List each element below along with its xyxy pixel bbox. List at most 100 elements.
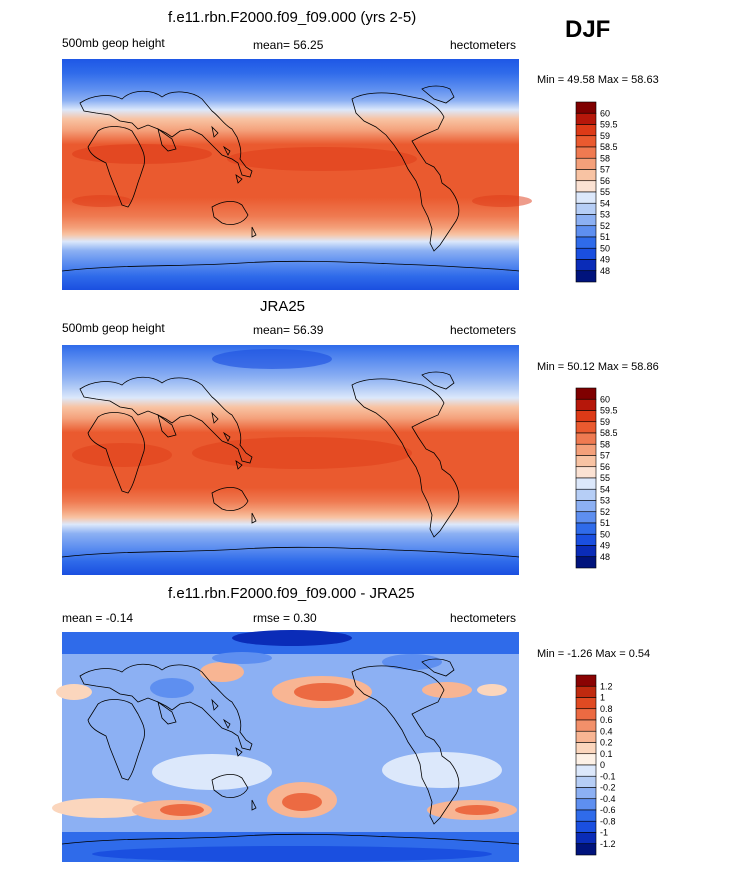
colorbar-label: 59.5 <box>600 406 618 416</box>
colorbar-label: 0.8 <box>600 704 613 714</box>
panel-2-map <box>61 345 520 575</box>
colorbar-swatch <box>575 556 597 569</box>
panel-1-warm-blob <box>227 147 417 171</box>
colorbar-swatch <box>575 488 597 501</box>
colorbar-swatch <box>575 191 597 204</box>
panel-1-map <box>61 59 532 290</box>
panel-2-mean-label: mean= 56.39 <box>253 323 324 337</box>
colorbar-swatch <box>575 124 597 137</box>
panel-2-title: JRA25 <box>260 298 306 315</box>
colorbar-label: 0.2 <box>600 738 613 748</box>
panel-2-min-max: Min = 50.12 Max = 58.86 <box>537 361 659 373</box>
colorbar-swatch <box>575 135 597 148</box>
colorbar-label: 51 <box>600 518 610 528</box>
panel-3-field <box>62 632 519 862</box>
colorbar-swatch <box>575 798 597 811</box>
colorbar-swatch <box>575 101 597 114</box>
panel-3-min-max: Min = -1.26 Max = 0.54 <box>537 648 651 660</box>
panel-3-units-label: hectometers <box>450 611 517 625</box>
colorbar-swatch <box>575 775 597 788</box>
colorbar-label: 50 <box>600 243 610 253</box>
panel-3-warm-blob <box>455 805 499 815</box>
panel-3-warm-blob <box>282 793 322 811</box>
colorbar-swatch <box>575 753 597 766</box>
colorbar-label: 54 <box>600 198 610 208</box>
colorbar-label: 53 <box>600 210 610 220</box>
colorbar-label: -1 <box>600 828 608 838</box>
colorbar-label: 58 <box>600 153 610 163</box>
colorbar-label: 1.2 <box>600 681 613 691</box>
panel-3-warm-blob <box>200 662 244 682</box>
season-label: DJF <box>565 16 611 43</box>
colorbar-swatch <box>575 477 597 490</box>
colorbar-swatch <box>575 455 597 468</box>
colorbar-label: 0.1 <box>600 749 613 759</box>
colorbar-label: 1 <box>600 693 605 703</box>
colorbar-label: 50 <box>600 529 610 539</box>
colorbar-swatch <box>575 742 597 755</box>
colorbar-swatch <box>575 832 597 845</box>
colorbar-label: 0.6 <box>600 715 613 725</box>
colorbar-swatch <box>575 410 597 423</box>
panel-3-cold-blob <box>92 846 492 862</box>
colorbar-label: -0.6 <box>600 805 616 815</box>
colorbar-swatch <box>575 685 597 698</box>
panel-1-units-label: hectometers <box>450 38 517 52</box>
colorbar-swatch <box>575 180 597 193</box>
colorbar-swatch <box>575 146 597 159</box>
colorbar-swatch <box>575 730 597 743</box>
panel-2-units-label: hectometers <box>450 323 517 337</box>
colorbar-swatch <box>575 112 597 125</box>
colorbar-label: 59 <box>600 417 610 427</box>
colorbar-swatch <box>575 500 597 513</box>
panel-3-warm-blob <box>422 682 472 698</box>
colorbar-swatch <box>575 764 597 777</box>
panel-3-warm-blob <box>52 798 152 818</box>
colorbar-swatch <box>575 421 597 434</box>
panel-2-warm-blob <box>192 437 412 469</box>
colorbar-swatch <box>575 259 597 272</box>
panel-3-colorbar: 1.2 10.80.60.4 0.20.10-0.1 -0.2-0.4-0.6-0.8… <box>575 674 616 856</box>
colorbar-label: 49 <box>600 541 610 551</box>
panel-3-neutral-blob <box>382 752 502 788</box>
colorbar-label: 59 <box>600 131 610 141</box>
colorbar-label: -0.1 <box>600 771 616 781</box>
colorbar-label: 56 <box>600 462 610 472</box>
colorbar-label: 48 <box>600 266 610 276</box>
colorbar-label: 57 <box>600 451 610 461</box>
panel-3-map <box>52 630 520 862</box>
panel-1-field <box>62 59 519 290</box>
panel-2-coastlines <box>61 371 520 558</box>
panel-3-neutral-blob <box>152 754 272 790</box>
panel-3-title: f.e11.rbn.F2000.f09_f09.000 - JRA25 <box>168 585 415 602</box>
colorbar-label: 51 <box>600 232 610 242</box>
colorbar-label: 60 <box>600 108 610 118</box>
panel-3-mean-label: mean = -0.14 <box>62 611 134 625</box>
panel-2-cold-blob <box>212 349 332 369</box>
colorbar-label: 49 <box>600 255 610 265</box>
colorbar-swatch <box>575 674 597 687</box>
colorbar-label: 0.4 <box>600 726 613 736</box>
panel-2-warm-blob <box>72 443 172 467</box>
colorbar-label: 54 <box>600 484 610 494</box>
colorbar-swatch <box>575 522 597 535</box>
panel-2-field <box>62 345 519 575</box>
colorbar-label: 52 <box>600 221 610 231</box>
panel-2-variable-label: 500mb geop height <box>62 321 165 335</box>
colorbar-label: 56 <box>600 176 610 186</box>
panel-3-coastlines <box>61 658 520 845</box>
colorbar-swatch <box>575 387 597 400</box>
colorbar-label: 52 <box>600 507 610 517</box>
colorbar-label: -0.2 <box>600 783 616 793</box>
panel-3-cold-blob <box>150 678 194 698</box>
colorbar-label: 57 <box>600 165 610 175</box>
colorbar-swatch <box>575 225 597 238</box>
colorbar-swatch <box>575 157 597 170</box>
colorbar-label: 60 <box>600 394 610 404</box>
colorbar-swatch <box>575 270 597 283</box>
colorbar-label: -0.4 <box>600 794 616 804</box>
panel-1-warm-blob <box>72 195 132 207</box>
panel-3-warm-blob <box>294 683 354 701</box>
panel-3-cold-blob <box>212 652 272 664</box>
